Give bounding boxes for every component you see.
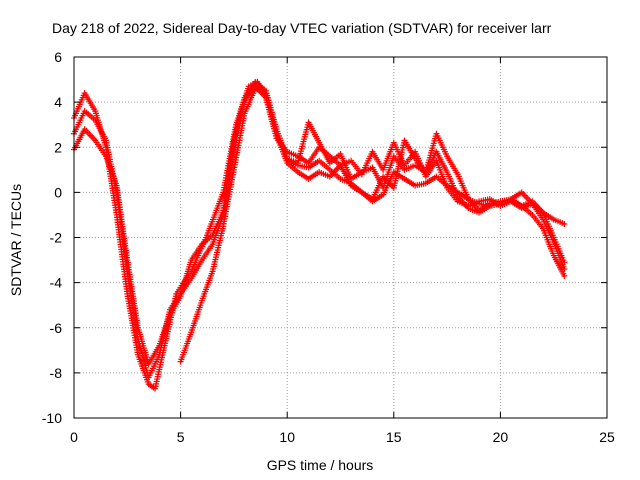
series-day-1 <box>71 78 568 392</box>
x-tick-label: 5 <box>177 429 185 445</box>
y-tick-label: -2 <box>50 230 63 246</box>
y-axis-label: SDTVAR / TECUs <box>8 183 24 297</box>
y-tick-label: 2 <box>54 139 62 155</box>
series-day-4 <box>177 85 568 365</box>
x-tick-label: 20 <box>493 429 509 445</box>
data-point <box>561 272 568 279</box>
x-tick-label: 0 <box>70 429 78 445</box>
x-axis-label: GPS time / hours <box>266 457 374 473</box>
x-tick-label: 10 <box>279 429 295 445</box>
series-day-3 <box>71 83 568 367</box>
y-tick-label: -6 <box>50 320 63 336</box>
y-tick-label: -8 <box>50 365 63 381</box>
data-point <box>561 266 568 273</box>
chart-title: Day 218 of 2022, Sidereal Day-to-day VTE… <box>52 20 552 36</box>
data-point <box>561 259 568 266</box>
axes: 0 5 10 15 20 25 -10 -8 -6 -4 -2 0 2 4 6 <box>42 49 615 445</box>
series-day-2 <box>71 78 568 381</box>
y-tick-label: 0 <box>54 184 62 200</box>
y-tick-label: 6 <box>54 49 62 65</box>
y-tick-label: -4 <box>50 275 63 291</box>
x-tick-label: 25 <box>599 429 615 445</box>
data-point <box>561 220 568 227</box>
data-markers <box>71 78 568 392</box>
y-tick-label: -10 <box>42 410 62 426</box>
y-tick-label: 4 <box>54 94 62 110</box>
x-tick-label: 15 <box>386 429 402 445</box>
